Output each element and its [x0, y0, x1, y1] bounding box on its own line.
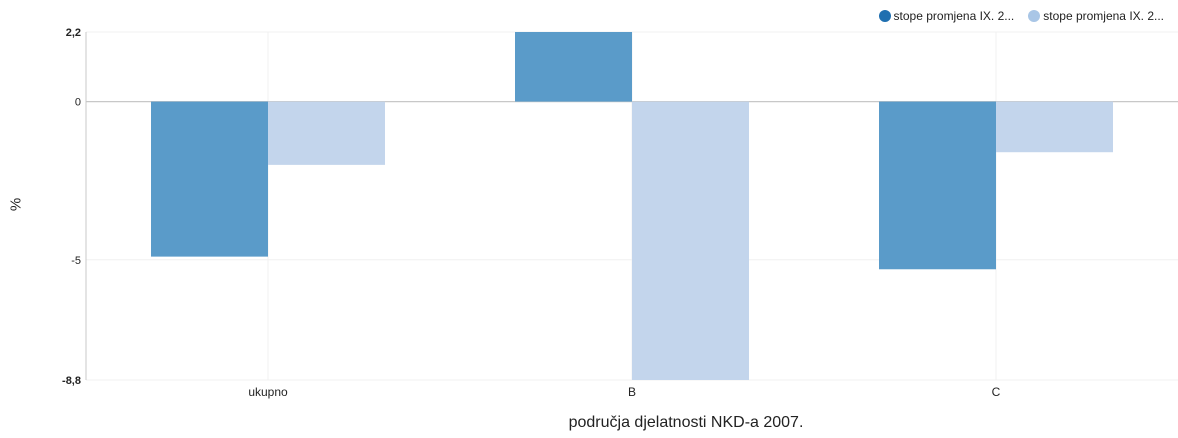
y-tick-label: 2,2	[66, 27, 81, 39]
bar-B-series-1	[515, 32, 632, 102]
bar-C-series-1	[879, 101, 996, 270]
x-tick-label: ukupno	[248, 385, 288, 399]
legend: stope promjena IX. 2... stope promjena I…	[878, 9, 1164, 23]
y-tick-label: 0	[75, 97, 81, 109]
y-tick-label: -5	[71, 255, 81, 267]
bar-ukupno-series-2	[268, 101, 385, 165]
x-tick-label: C	[992, 385, 1001, 399]
legend-swatch-2	[1028, 10, 1041, 22]
x-axis-title: područja djelatnosti NKD-a 2007.	[568, 414, 804, 431]
legend-label-1: stope promjena IX. 2...	[893, 9, 1015, 23]
bar-ukupno-series-1	[151, 101, 268, 257]
legend-label-2: stope promjena IX. 2...	[1043, 9, 1164, 23]
legend-item-series-1[interactable]: stope promjena IX. 2...	[878, 9, 1015, 23]
y-tick-label: -8,8	[62, 375, 81, 387]
x-tick-label: B	[628, 385, 636, 399]
bar-B-series-2	[632, 101, 749, 380]
legend-swatch-1	[878, 10, 891, 22]
bar-C-series-2	[996, 101, 1113, 153]
legend-item-series-2[interactable]: stope promjena IX. 2...	[1028, 9, 1164, 23]
